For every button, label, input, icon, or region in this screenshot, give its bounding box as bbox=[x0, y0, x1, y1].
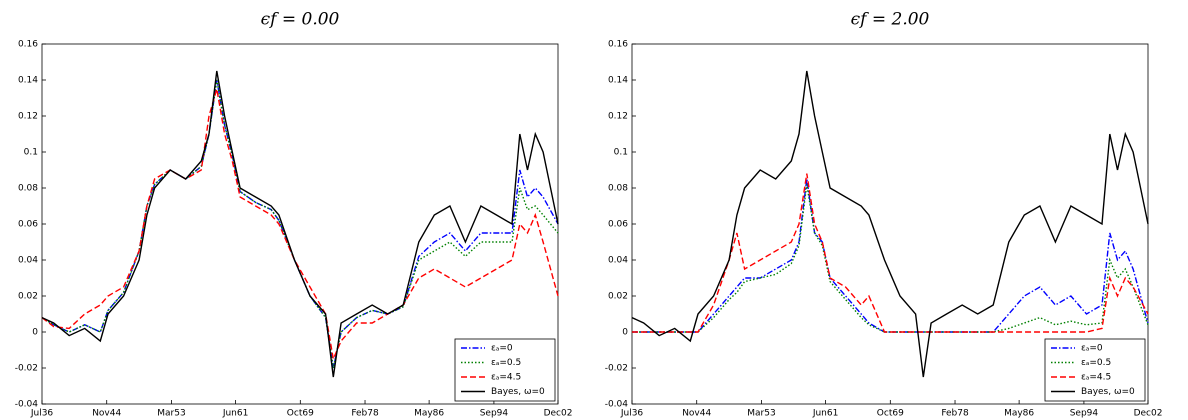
x-tick-label: Oct69 bbox=[287, 409, 314, 419]
x-tick-label: May86 bbox=[414, 409, 444, 419]
legend-label: εₐ=4.5 bbox=[491, 373, 521, 383]
x-tick-label: Jun61 bbox=[222, 409, 249, 419]
x-tick-label: Mar53 bbox=[747, 409, 775, 419]
x-tick-label: Dec02 bbox=[544, 409, 573, 419]
series-line bbox=[632, 178, 1149, 333]
y-tick-label: -0.04 bbox=[605, 400, 629, 410]
y-tick-label: 0.02 bbox=[18, 292, 38, 302]
x-tick-label: Mar53 bbox=[157, 409, 185, 419]
y-tick-label: 0.14 bbox=[18, 76, 38, 86]
y-tick-label: 0.1 bbox=[614, 148, 628, 158]
chart-title: ϵf = 0.00 bbox=[261, 10, 340, 30]
legend-box bbox=[1044, 338, 1146, 402]
x-tick-label: Feb78 bbox=[941, 409, 969, 419]
y-tick-label: 0.06 bbox=[608, 220, 628, 230]
y-tick-label: -0.02 bbox=[605, 364, 628, 374]
series-line bbox=[41, 88, 559, 362]
x-tick-label: Sep94 bbox=[1070, 409, 1099, 419]
x-tick-label: Feb78 bbox=[351, 409, 379, 419]
x-tick-label: Nov44 bbox=[92, 409, 121, 419]
y-tick-label: 0.04 bbox=[18, 256, 38, 266]
legend-label: εₐ=0 bbox=[1081, 344, 1103, 354]
x-tick-label: Sep94 bbox=[480, 409, 509, 419]
y-tick-label: 0.12 bbox=[608, 112, 628, 122]
y-tick-label: 0.04 bbox=[608, 256, 628, 266]
y-tick-label: 0.08 bbox=[608, 184, 628, 194]
y-tick-label: -0.04 bbox=[15, 400, 39, 410]
legend-label: Bayes, ω=0 bbox=[1081, 387, 1135, 397]
series-line bbox=[631, 70, 1149, 378]
x-tick-label: May86 bbox=[1004, 409, 1034, 419]
legend-label: εₐ=0 bbox=[491, 344, 513, 354]
y-tick-label: 0.16 bbox=[18, 40, 38, 50]
y-tick-label: 0.12 bbox=[18, 112, 38, 122]
x-tick-label: Nov44 bbox=[682, 409, 711, 419]
y-tick-label: 0.1 bbox=[24, 148, 38, 158]
y-tick-label: 0.06 bbox=[18, 220, 38, 230]
y-tick-label: 0.02 bbox=[608, 292, 628, 302]
y-tick-label: 0.16 bbox=[608, 40, 628, 50]
series-line bbox=[41, 79, 559, 369]
x-tick-label: Jul36 bbox=[620, 409, 644, 419]
x-tick-label: Dec02 bbox=[1134, 409, 1163, 419]
legend-label: εₐ=0.5 bbox=[1081, 358, 1111, 368]
series-line bbox=[41, 70, 559, 378]
legend-label: εₐ=0.5 bbox=[491, 358, 521, 368]
legend-label: εₐ=4.5 bbox=[1081, 373, 1111, 383]
y-tick-label: 0 bbox=[622, 328, 628, 338]
x-tick-label: Oct69 bbox=[877, 409, 904, 419]
legend-label: Bayes, ω=0 bbox=[491, 387, 545, 397]
x-tick-label: Jun61 bbox=[812, 409, 839, 419]
chart-title: ϵf = 2.00 bbox=[851, 10, 930, 30]
x-tick-label: Jul36 bbox=[30, 409, 54, 419]
series-line bbox=[632, 184, 1149, 333]
y-tick-label: 0 bbox=[32, 328, 38, 338]
y-tick-label: 0.08 bbox=[18, 184, 38, 194]
legend-box bbox=[454, 338, 556, 402]
y-tick-label: -0.02 bbox=[15, 364, 38, 374]
y-tick-label: 0.14 bbox=[608, 76, 628, 86]
